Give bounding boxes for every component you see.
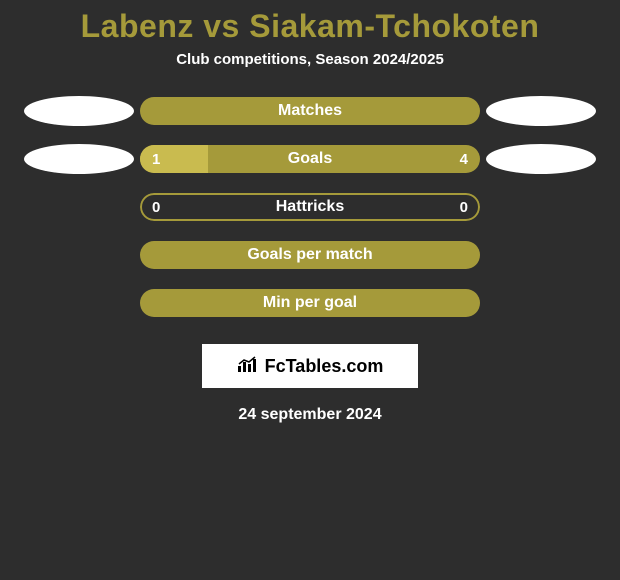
- stat-rows: MatchesGoals14Hattricks00Goals per match…: [0, 96, 620, 336]
- stat-row: Min per goal: [0, 288, 620, 318]
- stat-row: Hattricks0 0: [0, 192, 620, 222]
- stat-value-left: 0: [152, 199, 160, 216]
- stat-row: Matches: [0, 96, 620, 126]
- player1-name: Labenz: [81, 8, 194, 44]
- stat-value-right: 0: [460, 199, 468, 216]
- stat-bar: Min per goal: [140, 289, 480, 317]
- logo-box: FcTables.com: [202, 344, 418, 388]
- ellipse-spacer: [24, 240, 134, 270]
- right-ellipse: [486, 144, 596, 174]
- bar-fill-left: [140, 145, 208, 173]
- left-ellipse: [24, 96, 134, 126]
- left-ellipse: [24, 144, 134, 174]
- ellipse-spacer: [486, 192, 596, 222]
- comparison-infographic: Labenz vs Siakam-Tchokoten Club competit…: [0, 0, 620, 580]
- stat-label: Matches: [140, 102, 480, 120]
- ellipse-spacer: [486, 240, 596, 270]
- stat-label: Min per goal: [140, 294, 480, 312]
- stat-bar: Hattricks0 0: [140, 193, 480, 221]
- stat-value-right: 4: [460, 151, 468, 168]
- stat-bar: Goals14: [140, 145, 480, 173]
- stat-row: Goals per match: [0, 240, 620, 270]
- ellipse-spacer: [24, 288, 134, 318]
- stat-bar: Matches: [140, 97, 480, 125]
- stat-label: Hattricks: [140, 198, 480, 216]
- vs-text: vs: [203, 8, 240, 44]
- stat-bar: Goals per match: [140, 241, 480, 269]
- bar-border: [140, 193, 480, 221]
- stat-value-left: 1: [152, 151, 160, 168]
- date-text: 24 september 2024: [238, 406, 381, 424]
- player2-name: Siakam-Tchokoten: [249, 8, 539, 44]
- logo-text: FcTables.com: [265, 356, 384, 377]
- page-title: Labenz vs Siakam-Tchokoten: [81, 8, 540, 45]
- subtitle: Club competitions, Season 2024/2025: [176, 51, 444, 68]
- stat-row: Goals14: [0, 144, 620, 174]
- stat-label: Goals per match: [140, 246, 480, 264]
- right-ellipse: [486, 96, 596, 126]
- ellipse-spacer: [24, 192, 134, 222]
- ellipse-spacer: [486, 288, 596, 318]
- logo-chart-icon: [237, 355, 259, 378]
